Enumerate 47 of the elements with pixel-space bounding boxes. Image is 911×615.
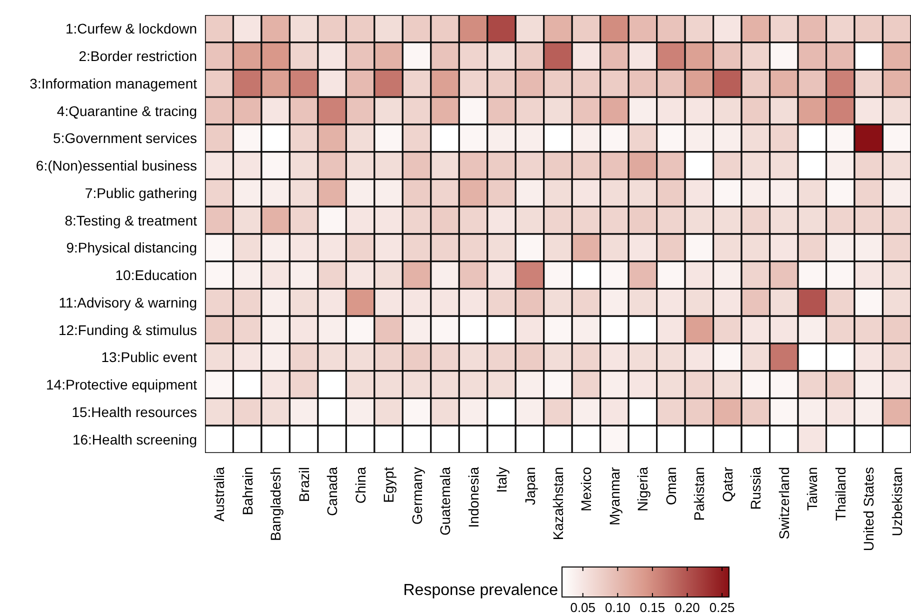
- x-tick-label: Qatar: [719, 466, 736, 502]
- y-tick-label: 8:Testing & treatment: [64, 212, 198, 228]
- y-tick-label: 14:Protective equipment: [46, 376, 198, 393]
- y-tick-label: 6:(Non)essential business: [36, 158, 197, 174]
- x-tick-label: Japan: [522, 467, 538, 506]
- x-tick-label: Germany: [408, 467, 425, 525]
- x-tick-label: Canada: [324, 466, 340, 516]
- x-tick-label: Thailand: [832, 467, 848, 521]
- y-tick-label: 5:Government services: [53, 130, 197, 146]
- y-tick-label: 3:Information management: [30, 75, 198, 92]
- x-tick-label: Australia: [211, 466, 228, 522]
- y-tick-label: 11:Advisory & warning: [58, 294, 197, 310]
- color-bar-label: 0.15: [640, 600, 666, 615]
- x-tick-label: Taiwan: [804, 467, 820, 511]
- x-tick-label: Nigeria: [634, 466, 651, 512]
- x-tick-label: Guatemala: [437, 466, 454, 536]
- y-tick-label: 16:Health screening: [72, 431, 197, 448]
- x-tick-label: United States: [860, 467, 877, 552]
- y-tick-label: 10:Education: [115, 267, 197, 284]
- x-tick-label: China: [352, 466, 368, 504]
- x-tick-label: Brazil: [296, 467, 312, 502]
- color-bar-title: Response prevalence: [402, 581, 558, 600]
- y-tick-label: 13:Public event: [101, 349, 198, 366]
- y-tick-label: 7:Public gathering: [84, 184, 197, 201]
- y-tick-label: 4:Quarantine & tracing: [56, 102, 197, 119]
- x-tick-label: Pakistan: [691, 467, 708, 521]
- y-tick-label: 2:Border restriction: [78, 48, 197, 64]
- x-tick-label: Russia: [748, 466, 764, 510]
- color-bar-label: 0.20: [674, 600, 700, 615]
- y-tick-label: 15:Health resources: [72, 404, 197, 420]
- x-tick-label: Kazakhstan: [550, 467, 566, 540]
- x-tick-label: Bahrain: [239, 467, 256, 516]
- x-tick-label: Oman: [662, 467, 679, 506]
- color-bar-label: 0.25: [709, 600, 735, 615]
- x-tick-label: Indonesia: [465, 466, 482, 528]
- x-tick-label: Italy: [494, 467, 510, 493]
- x-tick-label: Uzbekistan: [888, 467, 905, 536]
- color-bar-label: 0.05: [570, 600, 596, 615]
- x-tick-label: Mexico: [578, 466, 594, 512]
- y-tick-label: 1:Curfew & lockdown: [65, 20, 197, 37]
- x-tick-label: Bangladesh: [268, 467, 284, 541]
- y-tick-label: 12:Funding & stimulus: [58, 322, 197, 338]
- x-tick-label: Switzerland: [776, 467, 792, 540]
- x-tick-label: Egypt: [380, 466, 397, 503]
- color-bar-label: 0.10: [605, 600, 630, 615]
- x-tick-label: Myanmar: [606, 466, 622, 526]
- y-tick-label: 9:Physical distancing: [66, 240, 197, 256]
